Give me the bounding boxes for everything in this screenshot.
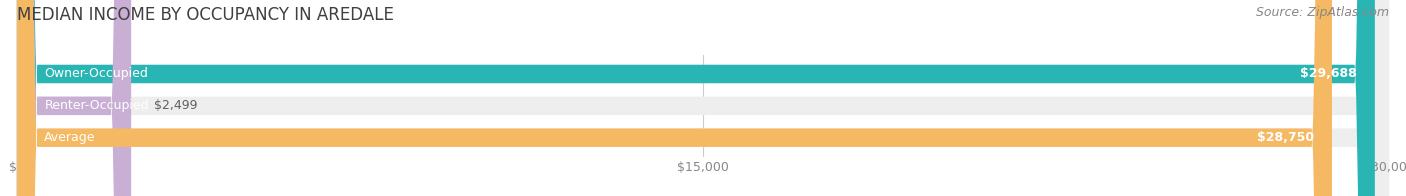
FancyBboxPatch shape [17,0,1389,196]
FancyBboxPatch shape [17,0,1375,196]
Text: Source: ZipAtlas.com: Source: ZipAtlas.com [1256,6,1389,19]
Text: $2,499: $2,499 [155,99,198,112]
Text: $28,750: $28,750 [1257,131,1313,144]
FancyBboxPatch shape [17,0,1389,196]
Text: Renter-Occupied: Renter-Occupied [45,99,149,112]
Text: Owner-Occupied: Owner-Occupied [45,67,148,81]
Text: Average: Average [45,131,96,144]
FancyBboxPatch shape [17,0,131,196]
FancyBboxPatch shape [17,0,1331,196]
Text: $29,688: $29,688 [1299,67,1357,81]
Text: MEDIAN INCOME BY OCCUPANCY IN AREDALE: MEDIAN INCOME BY OCCUPANCY IN AREDALE [17,6,394,24]
FancyBboxPatch shape [17,0,1389,196]
